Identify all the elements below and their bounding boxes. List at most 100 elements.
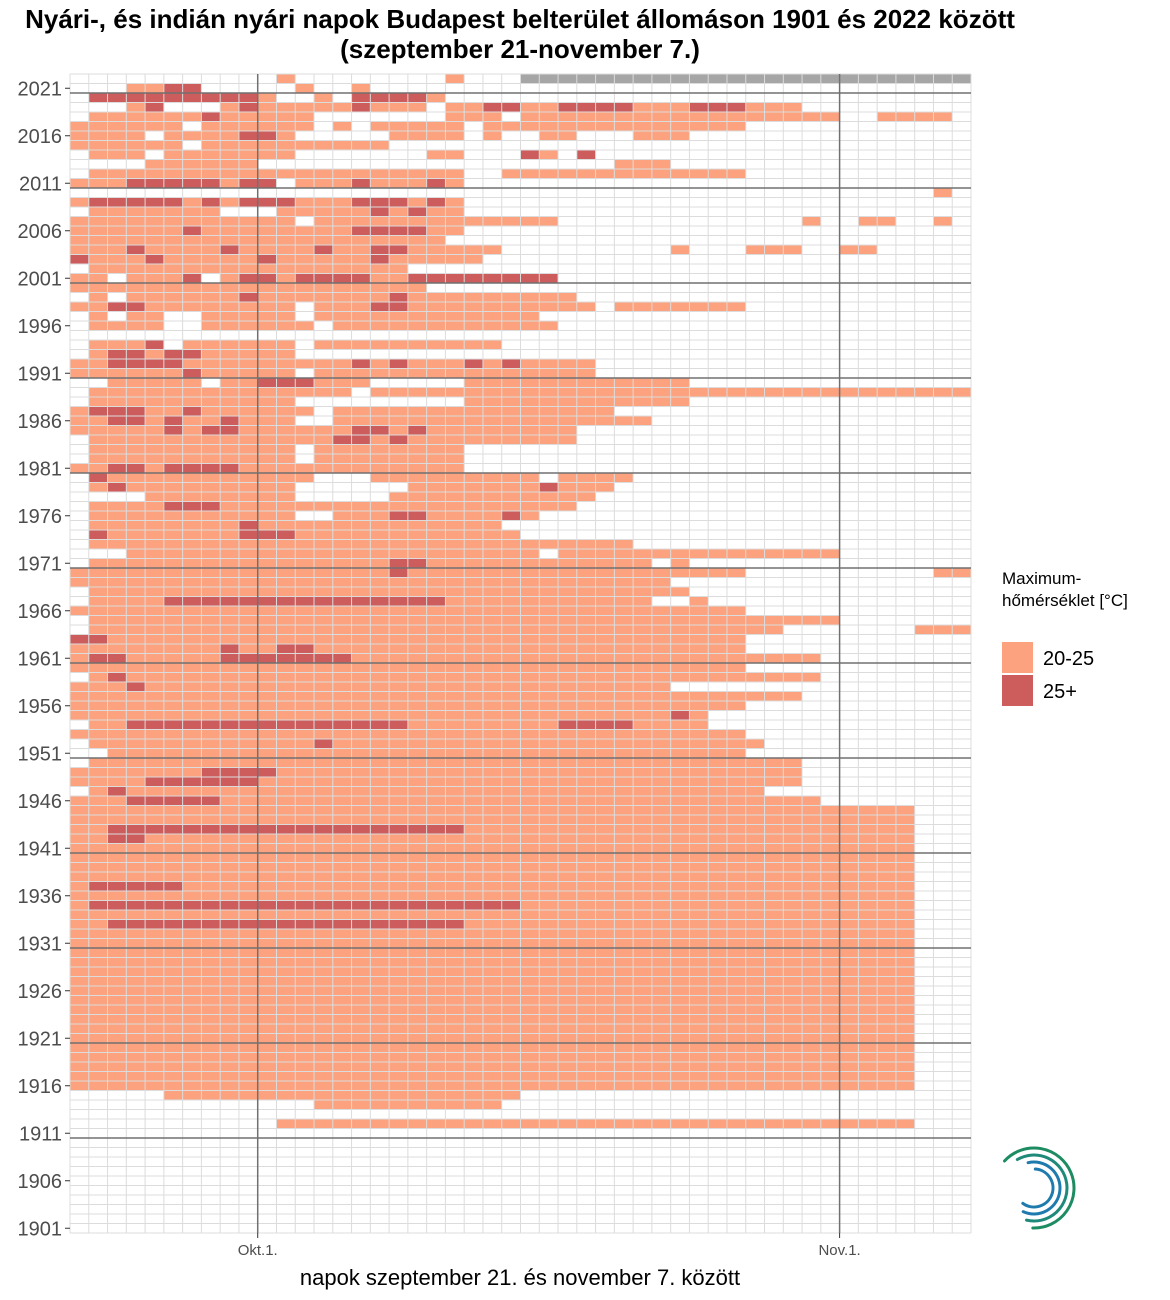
heatmap-cell: [482, 568, 502, 578]
heatmap-cell: [351, 368, 371, 378]
heatmap-cell: [201, 340, 221, 350]
heatmap-cell: [238, 444, 258, 454]
heatmap-cell: [238, 368, 258, 378]
heatmap-cell: [107, 577, 127, 587]
heatmap-cell: [464, 976, 483, 986]
heatmap-cell: [520, 511, 540, 521]
heatmap-cell: [389, 919, 408, 929]
heatmap-cell: [633, 1081, 652, 1091]
heatmap-cell: [482, 967, 502, 977]
heatmap-cell: [464, 435, 483, 445]
heatmap-cell: [351, 986, 371, 996]
heatmap-cell: [820, 853, 840, 863]
heatmap-cell: [163, 729, 183, 739]
heatmap-cell: [70, 853, 89, 863]
heatmap-cell: [426, 872, 446, 882]
heatmap-cell: [576, 862, 596, 872]
heatmap-cell: [651, 919, 671, 929]
heatmap-cell: [389, 986, 408, 996]
heatmap-cell: [482, 644, 502, 654]
heatmap-cell: [257, 853, 277, 863]
heatmap-cell: [426, 311, 446, 321]
heatmap-cell: [182, 283, 202, 293]
heatmap-cell: [107, 387, 127, 397]
heatmap-cell: [689, 625, 709, 635]
heatmap-cell: [482, 311, 502, 321]
heatmap-cell: [145, 292, 164, 302]
heatmap-cell: [520, 568, 540, 578]
heatmap-cell: [182, 1081, 202, 1091]
heatmap-cell: [370, 843, 390, 853]
heatmap-cell: [314, 615, 333, 625]
heatmap-cell: [220, 397, 239, 407]
heatmap-cell: [689, 653, 709, 663]
heatmap-cell: [276, 758, 296, 768]
heatmap-cell: [651, 577, 671, 587]
heatmap-cell: [464, 758, 483, 768]
heatmap-cell: [126, 995, 146, 1005]
heatmap-cell: [88, 910, 108, 920]
heatmap-cell: [182, 995, 202, 1005]
heatmap-cell: [952, 387, 971, 397]
heatmap-cell: [220, 682, 239, 692]
heatmap-cell: [576, 359, 596, 369]
heatmap-cell: [633, 102, 652, 112]
heatmap-cell: [389, 539, 408, 549]
heatmap-cell: [238, 881, 258, 891]
heatmap-cell: [464, 948, 483, 958]
heatmap-cell: [107, 691, 127, 701]
heatmap-cell: [764, 615, 784, 625]
heatmap-cell: [257, 910, 277, 920]
heatmap-cell: [314, 606, 333, 616]
heatmap-cell: [670, 767, 690, 777]
heatmap-cell: [88, 1043, 108, 1053]
heatmap-cell: [70, 463, 89, 473]
heatmap-cell: [370, 834, 390, 844]
heatmap-cell: [107, 454, 127, 464]
heatmap-cell: [539, 995, 559, 1005]
heatmap-cell: [501, 1024, 521, 1034]
heatmap-cell: [520, 549, 540, 559]
heatmap-cell: [163, 444, 183, 454]
heatmap-cell: [426, 1119, 446, 1129]
heatmap-cell: [314, 216, 333, 226]
heatmap-cell: [689, 796, 709, 806]
heatmap-cell: [558, 634, 577, 644]
heatmap-cell: [163, 653, 183, 663]
heatmap-cell: [370, 1033, 390, 1043]
heatmap-cell: [220, 1033, 239, 1043]
heatmap-cell: [332, 862, 352, 872]
heatmap-cell: [726, 701, 746, 711]
heatmap-cell: [407, 321, 427, 331]
heatmap-cell: [332, 454, 352, 464]
heatmap-cell: [464, 568, 483, 578]
heatmap-cell: [70, 900, 89, 910]
heatmap-cell: [482, 777, 502, 787]
heatmap-cell: [276, 625, 296, 635]
heatmap-cell: [314, 1024, 333, 1034]
heatmap-cell: [651, 112, 671, 122]
heatmap-cell: [238, 910, 258, 920]
heatmap-cell: [332, 292, 352, 302]
heatmap-cell: [820, 112, 840, 122]
heatmap-cell: [407, 1100, 427, 1110]
heatmap-cell: [726, 625, 746, 635]
heatmap-cell: [783, 862, 803, 872]
heatmap-cell: [107, 672, 127, 682]
heatmap-cell: [482, 910, 502, 920]
heatmap-cell: [88, 1033, 108, 1043]
heatmap-cell: [464, 1119, 483, 1129]
heatmap-cell: [145, 511, 164, 521]
heatmap-cell: [332, 216, 352, 226]
heatmap-cell: [88, 777, 108, 787]
heatmap-cell: [314, 739, 333, 749]
heatmap-cell: [708, 1024, 727, 1034]
heatmap-cell: [201, 397, 221, 407]
heatmap-cell: [88, 140, 108, 150]
heatmap-cell: [858, 967, 878, 977]
heatmap-cell: [107, 1081, 127, 1091]
heatmap-cell: [820, 615, 840, 625]
heatmap-cell: [802, 938, 821, 948]
heatmap-cell: [614, 910, 634, 920]
heatmap-cell: [407, 1033, 427, 1043]
